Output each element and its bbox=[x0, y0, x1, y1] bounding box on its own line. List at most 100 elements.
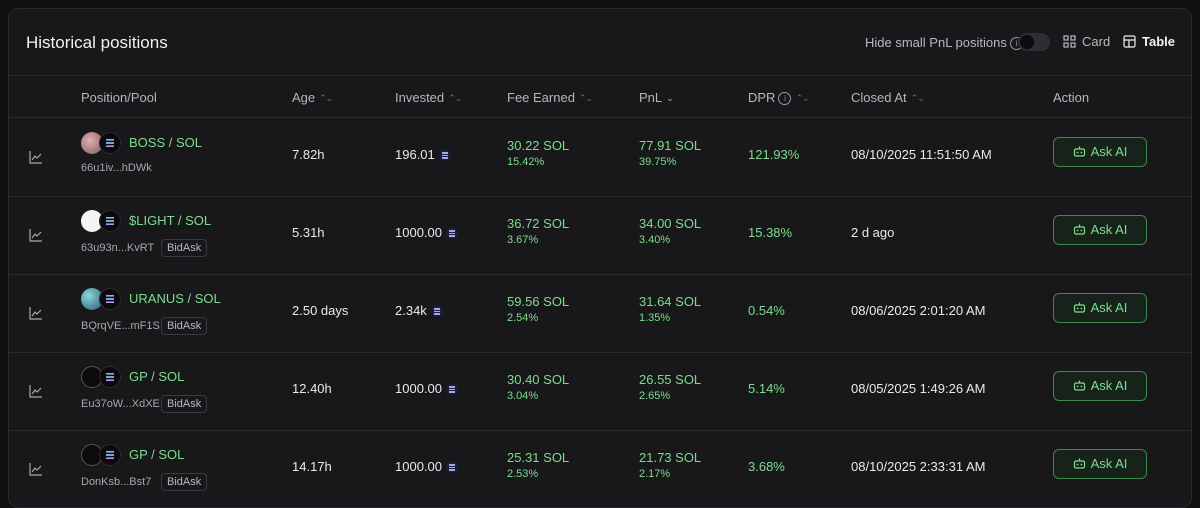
robot-icon bbox=[1073, 458, 1085, 469]
fee-earned-pct: 2.53% bbox=[507, 468, 539, 480]
pnl-value: 34.00 SOL bbox=[639, 216, 702, 231]
grid-icon bbox=[1063, 35, 1076, 48]
dpr-value: 121.93% bbox=[748, 147, 800, 162]
sort-icon: ⌃⌄ bbox=[910, 93, 925, 103]
uranus-token-icon bbox=[81, 288, 103, 310]
table-icon bbox=[1123, 35, 1136, 48]
pair-name[interactable]: GP / SOL bbox=[129, 447, 185, 462]
hide-small-pnl-label: Hide small PnL positions i bbox=[865, 35, 1023, 51]
ask-ai-button[interactable]: Ask AI bbox=[1053, 293, 1147, 323]
robot-icon bbox=[1073, 146, 1085, 157]
invested-cell: 196.01 bbox=[395, 147, 451, 162]
position-address[interactable]: Eu37oW...XdXE bbox=[81, 398, 160, 410]
pnl-value: 26.55 SOL bbox=[639, 372, 702, 387]
sort-icon: ⌃⌄ bbox=[578, 93, 593, 103]
ask-ai-button[interactable]: Ask AI bbox=[1053, 449, 1147, 479]
panel-title: Historical positions bbox=[26, 33, 168, 52]
fee-earned-value: 36.72 SOL bbox=[507, 216, 570, 231]
chart-icon[interactable] bbox=[29, 306, 43, 320]
ask-ai-button[interactable]: Ask AI bbox=[1053, 371, 1147, 401]
pair-avatars bbox=[81, 366, 125, 388]
invested-cell: 1000.00 bbox=[395, 381, 458, 396]
sort-icon: ⌃⌄ bbox=[795, 93, 809, 103]
light-token-icon bbox=[81, 210, 103, 232]
chart-icon[interactable] bbox=[29, 384, 43, 398]
col-header-age[interactable]: Age ⌃⌄ bbox=[292, 90, 333, 105]
pair-name[interactable]: URANUS / SOL bbox=[129, 291, 221, 306]
closed-at-value: 2 d ago bbox=[851, 225, 895, 240]
age-value: 12.40h bbox=[292, 381, 332, 396]
position-address[interactable]: BQrqVE...mF1S bbox=[81, 320, 160, 332]
sol-icon bbox=[430, 305, 443, 317]
ask-ai-button[interactable]: Ask AI bbox=[1053, 137, 1147, 167]
robot-icon bbox=[1073, 302, 1085, 313]
closed-at-value: 08/06/2025 2:01:20 AM bbox=[851, 303, 986, 318]
fee-earned-pct: 15.42% bbox=[507, 156, 545, 168]
toggle-knob bbox=[1020, 35, 1034, 49]
pnl-value: 77.91 SOL bbox=[639, 138, 702, 153]
card-view-button[interactable]: Card bbox=[1063, 34, 1110, 49]
strategy-badge: BidAsk bbox=[161, 239, 208, 257]
fee-earned-pct: 2.54% bbox=[507, 312, 539, 324]
col-header-invested[interactable]: Invested ⌃⌄ bbox=[395, 90, 462, 105]
sol-icon bbox=[99, 366, 121, 388]
sol-icon bbox=[446, 383, 458, 395]
age-value: 2.50 days bbox=[292, 303, 349, 318]
table-row[interactable]: URANUS / SOL BQrqVE...mF1S BidAsk 2.50 d… bbox=[9, 274, 1191, 353]
sol-icon bbox=[99, 288, 121, 310]
strategy-badge: BidAsk bbox=[161, 473, 208, 491]
sol-icon bbox=[446, 461, 458, 473]
pnl-pct: 3.40% bbox=[639, 234, 671, 246]
historical-positions-panel: Historical positions Hide small PnL posi… bbox=[8, 8, 1192, 508]
robot-icon bbox=[1073, 380, 1085, 391]
table-row[interactable]: $LIGHT / SOL 63u93n...KvRT BidAsk 5.31h … bbox=[9, 196, 1191, 275]
col-header-closed[interactable]: Closed At ⌃⌄ bbox=[851, 90, 925, 105]
pair-name[interactable]: BOSS / SOL bbox=[129, 135, 202, 150]
hide-small-pnl-toggle[interactable] bbox=[1018, 33, 1050, 51]
ask-ai-button[interactable]: Ask AI bbox=[1053, 215, 1147, 245]
dpr-value: 15.38% bbox=[748, 225, 793, 240]
dpr-value: 3.68% bbox=[748, 459, 785, 474]
invested-cell: 1000.00 bbox=[395, 225, 458, 240]
table-view-button[interactable]: Table bbox=[1123, 34, 1175, 49]
pair-avatars bbox=[81, 210, 125, 232]
position-address[interactable]: 66u1iv...hDWk bbox=[81, 162, 152, 174]
col-header-dpr[interactable]: DPR i ⌃⌄ bbox=[748, 90, 810, 106]
pnl-value: 31.64 SOL bbox=[639, 294, 702, 309]
closed-at-value: 08/10/2025 11:51:50 AM bbox=[851, 147, 992, 162]
pnl-pct: 2.65% bbox=[639, 390, 671, 402]
fee-earned-pct: 3.67% bbox=[507, 234, 539, 246]
info-icon[interactable]: i bbox=[778, 92, 792, 106]
col-header-position: Position/Pool bbox=[81, 90, 157, 105]
col-header-pnl[interactable]: PnL ⌄ bbox=[639, 90, 674, 105]
sort-icon: ⌃⌄ bbox=[448, 93, 462, 103]
dpr-value: 0.54% bbox=[748, 303, 785, 318]
closed-at-value: 08/05/2025 1:49:26 AM bbox=[851, 381, 986, 396]
pair-name[interactable]: GP / SOL bbox=[129, 369, 185, 384]
chart-icon[interactable] bbox=[29, 462, 43, 476]
invested-cell: 1000.00 bbox=[395, 459, 458, 474]
pair-avatars bbox=[81, 132, 125, 154]
table-row[interactable]: GP / SOL Eu37oW...XdXE BidAsk 12.40h 100… bbox=[9, 352, 1191, 431]
sort-icon: ⌃⌄ bbox=[319, 93, 333, 103]
age-value: 7.82h bbox=[292, 147, 325, 162]
invested-value: 1000.00 bbox=[395, 225, 442, 240]
boss-token-icon bbox=[81, 132, 103, 154]
chart-icon[interactable] bbox=[29, 150, 43, 164]
closed-at-value: 08/10/2025 2:33:31 AM bbox=[851, 459, 986, 474]
sort-desc-icon: ⌄ bbox=[666, 93, 673, 103]
position-address[interactable]: 63u93n...KvRT bbox=[81, 242, 155, 254]
invested-value: 1000.00 bbox=[395, 381, 442, 396]
pair-name[interactable]: $LIGHT / SOL bbox=[129, 213, 212, 228]
invested-value: 2.34k bbox=[395, 303, 427, 318]
pnl-value: 21.73 SOL bbox=[639, 450, 702, 465]
chart-icon[interactable] bbox=[29, 228, 43, 242]
dpr-value: 5.14% bbox=[748, 381, 785, 396]
col-header-fee[interactable]: Fee Earned ⌃⌄ bbox=[507, 90, 593, 105]
robot-icon bbox=[1073, 224, 1085, 235]
invested-value: 196.01 bbox=[395, 147, 435, 162]
fee-earned-value: 30.40 SOL bbox=[507, 372, 570, 387]
table-row[interactable]: BOSS / SOL 66u1iv...hDWk 7.82h 196.01 30… bbox=[9, 118, 1191, 197]
position-address[interactable]: DonKsb...Bst7 bbox=[81, 476, 152, 488]
table-row[interactable]: GP / SOL DonKsb...Bst7 BidAsk 14.17h 100… bbox=[9, 430, 1191, 507]
